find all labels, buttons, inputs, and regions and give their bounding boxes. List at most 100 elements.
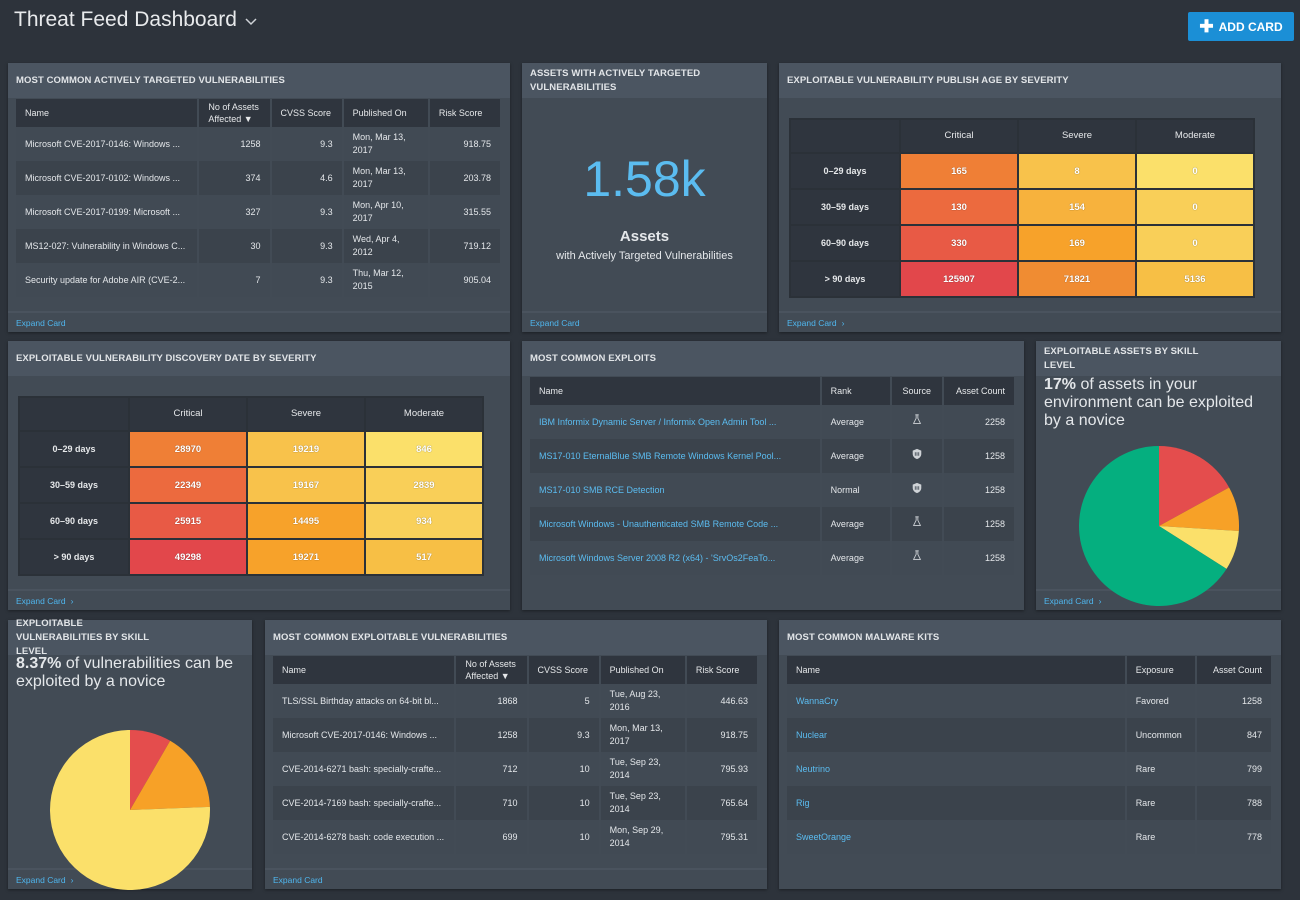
- value-cell: Mon, Mar 13, 2017: [599, 718, 687, 752]
- table-row[interactable]: Microsoft CVE-2017-0146: Windows ... 1258…: [16, 127, 503, 161]
- table-row[interactable]: Microsoft CVE-2017-0102: Windows ... 374 4…: [16, 161, 503, 195]
- heatmap-cell[interactable]: 25915: [130, 504, 246, 538]
- table-row[interactable]: Nuclear Uncommon 847: [787, 718, 1274, 752]
- heatmap-row: 30–59 days 130 154 0: [791, 190, 1253, 224]
- card-targeted-vulnerabilities: Most Common Actively Targeted Vulnerabil…: [8, 63, 510, 332]
- name-cell[interactable]: Rig: [787, 786, 1127, 820]
- name-cell[interactable]: Microsoft Windows Server 2008 R2 (x64) -…: [530, 541, 822, 575]
- card-title: Most Common Malware Kits: [779, 620, 1281, 655]
- heatmap-cell[interactable]: 846: [366, 432, 482, 466]
- heatmap-cell[interactable]: 14495: [248, 504, 364, 538]
- column-header[interactable]: Source: [890, 377, 944, 405]
- value-cell: Average: [820, 507, 892, 541]
- expand-card-link[interactable]: Expand Card: [265, 868, 767, 889]
- heatmap-cell[interactable]: 154: [1019, 190, 1135, 224]
- card-title: Exploitable Vulnerability Publish Age by…: [779, 63, 1281, 98]
- column-header[interactable]: Risk Score: [428, 99, 503, 127]
- name-cell[interactable]: MS17-010 EternalBlue SMB Remote Windows …: [530, 439, 822, 473]
- value-cell: Tue, Sep 23, 2014: [599, 786, 687, 820]
- heatmap-cell[interactable]: 49298: [130, 540, 246, 574]
- heatmap-cell[interactable]: 22349: [130, 468, 246, 502]
- column-header[interactable]: Risk Score: [685, 656, 760, 684]
- column-header[interactable]: Name: [16, 99, 200, 127]
- column-header[interactable]: CVSS Score: [270, 99, 344, 127]
- heatmap-cell[interactable]: 165: [901, 154, 1017, 188]
- name-cell[interactable]: Neutrino: [787, 752, 1127, 786]
- heatmap-cell[interactable]: 71821: [1019, 262, 1135, 296]
- heatmap-cell[interactable]: 2839: [366, 468, 482, 502]
- expand-card-link[interactable]: Expand Card: [8, 311, 510, 332]
- expand-label: Expand Card: [1044, 595, 1094, 606]
- value-cell: 9.3: [270, 229, 344, 263]
- column-header[interactable]: Name: [530, 377, 822, 405]
- heatmap-cell[interactable]: 5136: [1137, 262, 1253, 296]
- pie-slice[interactable]: [1078, 446, 1227, 606]
- column-header[interactable]: Name: [273, 656, 457, 684]
- name-cell[interactable]: Microsoft Windows - Unauthenticated SMB …: [530, 507, 822, 541]
- expand-card-link[interactable]: Expand Card ›: [779, 311, 1281, 332]
- table-row[interactable]: SweetOrange Rare 778: [787, 820, 1274, 854]
- heatmap-cell[interactable]: 19271: [248, 540, 364, 574]
- column-header[interactable]: Published On: [342, 99, 430, 127]
- data-table: Name Exposure Asset Count WannaCry Favored 12…: [787, 656, 1274, 854]
- pie-slice[interactable]: [130, 730, 171, 810]
- heatmap-cell[interactable]: 130: [901, 190, 1017, 224]
- heatmap-cell[interactable]: 169: [1019, 226, 1135, 260]
- column-header[interactable]: Exposure: [1125, 656, 1197, 684]
- column-header[interactable]: Rank: [820, 377, 892, 405]
- heatmap-cell[interactable]: 0: [1137, 226, 1253, 260]
- heatmap-cell[interactable]: 0: [1137, 154, 1253, 188]
- add-card-button[interactable]: ✚ ADD CARD: [1188, 12, 1294, 41]
- name-cell[interactable]: MS17-010 SMB RCE Detection: [530, 473, 822, 507]
- table-row[interactable]: TLS/SSL Birthday attacks on 64-bit bl...…: [273, 684, 760, 718]
- column-header[interactable]: Name: [787, 656, 1127, 684]
- table-row[interactable]: Microsoft CVE-2017-0199: Microsoft ... 32…: [16, 195, 503, 229]
- pie-slice[interactable]: [1158, 487, 1239, 532]
- pie-slice[interactable]: [130, 740, 210, 810]
- column-header[interactable]: Asset Count: [942, 377, 1017, 405]
- card-vuln-skill: Exploitable Vulnerabilities by Skill Lev…: [8, 618, 252, 890]
- table-row[interactable]: CVE-2014-7169 bash: specially-crafte... 7…: [273, 786, 760, 820]
- value-cell: 30: [198, 229, 272, 263]
- heatmap-cell[interactable]: 0: [1137, 190, 1253, 224]
- name-cell[interactable]: SweetOrange: [787, 820, 1127, 854]
- expand-card-link[interactable]: Expand Card: [522, 311, 767, 332]
- heatmap-cell[interactable]: 330: [901, 226, 1017, 260]
- pie-slice[interactable]: [50, 730, 211, 890]
- table-row[interactable]: MS17-010 EternalBlue SMB Remote Windows …: [530, 439, 1017, 473]
- column-header[interactable]: No of Assets Affected ▼: [455, 656, 529, 684]
- heatmap-cell[interactable]: 517: [366, 540, 482, 574]
- value-cell: 203.78: [428, 161, 503, 195]
- heatmap-cell[interactable]: 19167: [248, 468, 364, 502]
- chevron-down-icon[interactable]: [244, 14, 258, 28]
- table-row[interactable]: MS12-027: Vulnerability in Windows C... 3…: [16, 229, 503, 263]
- table-row[interactable]: CVE-2014-6278 bash: code execution ... 69…: [273, 820, 760, 854]
- heatmap-row: > 90 days 125907 71821 5136: [791, 262, 1253, 296]
- heatmap-cell[interactable]: 8: [1019, 154, 1135, 188]
- assets-count: 1.58k: [583, 151, 706, 207]
- table-row[interactable]: CVE-2014-6271 bash: specially-crafte... 7…: [273, 752, 760, 786]
- heatmap-cell[interactable]: 28970: [130, 432, 246, 466]
- heatmap-cell[interactable]: 125907: [901, 262, 1017, 296]
- heatmap-cell[interactable]: 934: [366, 504, 482, 538]
- column-header[interactable]: No of Assets Affected ▼: [198, 99, 272, 127]
- expand-card-link[interactable]: Expand Card ›: [8, 589, 510, 610]
- table-row[interactable]: Security update for Adobe AIR (CVE-2... 7…: [16, 263, 503, 297]
- table-row[interactable]: Microsoft Windows Server 2008 R2 (x64) -…: [530, 541, 1017, 575]
- table-row[interactable]: MS17-010 SMB RCE Detection Normal 1258: [530, 473, 1017, 507]
- name-cell[interactable]: Nuclear: [787, 718, 1127, 752]
- heatmap-cell[interactable]: 19219: [248, 432, 364, 466]
- table-row[interactable]: IBM Informix Dynamic Server / Informix O…: [530, 405, 1017, 439]
- pie-slice[interactable]: [1158, 446, 1229, 526]
- name-cell[interactable]: WannaCry: [787, 684, 1127, 718]
- column-header[interactable]: Published On: [599, 656, 687, 684]
- table-row[interactable]: Microsoft Windows - Unauthenticated SMB …: [530, 507, 1017, 541]
- column-header[interactable]: Asset Count: [1195, 656, 1274, 684]
- table-row[interactable]: Microsoft CVE-2017-0146: Windows ... 1258…: [273, 718, 760, 752]
- name-cell[interactable]: IBM Informix Dynamic Server / Informix O…: [530, 405, 822, 439]
- table-row[interactable]: Rig Rare 788: [787, 786, 1274, 820]
- table-row[interactable]: Neutrino Rare 799: [787, 752, 1274, 786]
- pie-slice[interactable]: [1158, 526, 1239, 569]
- table-row[interactable]: WannaCry Favored 1258: [787, 684, 1274, 718]
- column-header[interactable]: CVSS Score: [527, 656, 601, 684]
